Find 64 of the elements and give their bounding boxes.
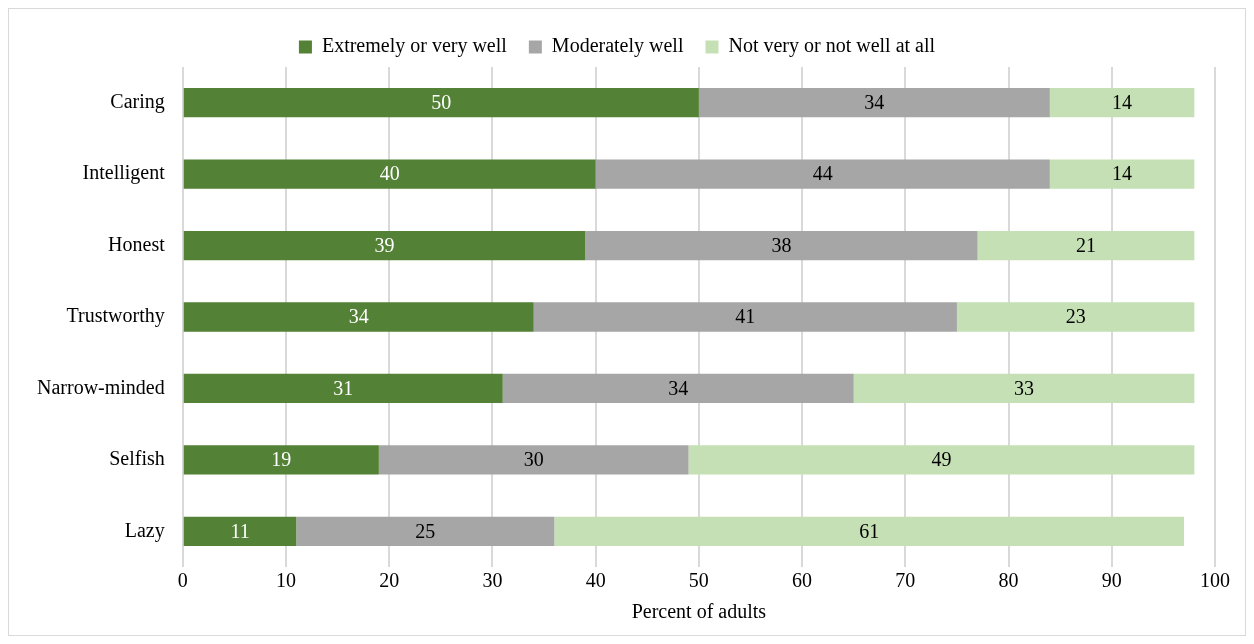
bar xyxy=(502,373,854,404)
x-tick-label: 40 xyxy=(585,569,606,592)
data-label: 25 xyxy=(415,519,436,542)
data-label: 11 xyxy=(230,519,250,542)
x-tick-label: 70 xyxy=(895,569,916,592)
y-tick-label: Honest xyxy=(108,232,166,255)
bar xyxy=(183,88,699,118)
x-tick-label: 50 xyxy=(688,569,709,592)
data-label: 38 xyxy=(771,233,792,256)
y-tick-label: Intelligent xyxy=(82,161,166,185)
data-label: 34 xyxy=(348,305,369,328)
data-label: 31 xyxy=(333,376,354,399)
x-tick-label: 30 xyxy=(482,569,503,592)
legend-label: Not very or not well at all xyxy=(728,34,936,58)
data-label: 40 xyxy=(379,162,400,185)
bar xyxy=(698,88,1050,118)
y-tick-label: Lazy xyxy=(124,518,165,542)
data-label: 49 xyxy=(931,448,952,471)
x-tick-label: 80 xyxy=(998,569,1019,592)
data-label: 61 xyxy=(859,519,880,542)
y-tick-label: Narrow-minded xyxy=(37,375,165,398)
data-label: 34 xyxy=(864,90,885,113)
x-tick-label: 100 xyxy=(1200,569,1230,592)
data-label: 21 xyxy=(1075,233,1096,256)
data-label: 19 xyxy=(271,448,292,471)
legend-label: Extremely or very well xyxy=(321,34,508,58)
bar xyxy=(977,230,1195,261)
data-label: 39 xyxy=(374,233,395,256)
x-tick-label: 10 xyxy=(275,569,296,592)
data-label: 14 xyxy=(1112,90,1133,113)
bar xyxy=(1049,88,1195,118)
x-tick-label: 20 xyxy=(379,569,400,592)
bar xyxy=(956,302,1195,332)
data-label: 33 xyxy=(1014,376,1035,399)
bar xyxy=(585,230,978,261)
bar xyxy=(183,230,586,261)
bar xyxy=(183,373,503,404)
bar xyxy=(1049,159,1195,189)
y-tick-label: Trustworthy xyxy=(66,304,165,328)
x-tick-label: 90 xyxy=(1101,569,1122,592)
bar xyxy=(183,445,379,475)
bar xyxy=(378,445,689,475)
bar xyxy=(296,516,555,546)
bar xyxy=(853,373,1195,404)
x-axis-title: Percent of adults xyxy=(631,600,767,623)
bar xyxy=(595,159,1050,189)
bar xyxy=(554,516,1185,546)
data-label: 30 xyxy=(523,448,544,471)
bar xyxy=(688,445,1195,475)
data-label: 44 xyxy=(812,162,833,185)
bar xyxy=(183,159,596,189)
bar xyxy=(533,302,957,332)
y-tick-label: Selfish xyxy=(109,447,165,470)
data-label: 23 xyxy=(1065,305,1086,328)
legend-label: Moderately well xyxy=(551,34,684,58)
y-tick-label: Caring xyxy=(110,89,165,113)
x-tick-label: 0 xyxy=(177,569,188,592)
data-label: 50 xyxy=(431,90,452,113)
data-label: 41 xyxy=(735,305,756,328)
bar xyxy=(183,302,534,332)
data-label: 34 xyxy=(668,376,689,399)
data-label: 14 xyxy=(1112,162,1133,185)
bar xyxy=(183,516,297,546)
x-tick-label: 60 xyxy=(792,569,813,592)
